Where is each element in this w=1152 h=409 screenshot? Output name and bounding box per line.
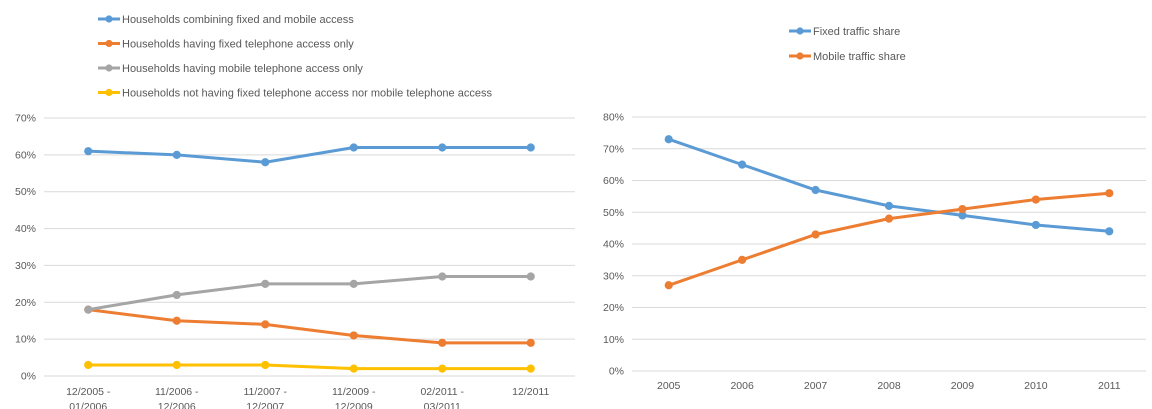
x-tick-label: 12/2011 [512, 386, 549, 398]
x-tick-label: 11/2006 - [155, 386, 199, 398]
data-point [1105, 189, 1114, 198]
data-point [811, 230, 820, 239]
series-line [86, 363, 533, 371]
y-tick-label: 30% [15, 260, 36, 272]
data-point [664, 281, 673, 290]
y-tick-label: 70% [603, 143, 624, 155]
x-tick-label: 12/2009 [335, 401, 373, 409]
data-point [349, 331, 358, 340]
data-point [738, 160, 747, 169]
legend-label: Mobile traffic share [813, 51, 906, 63]
x-tick-label: 12/2007 [246, 401, 284, 409]
y-tick-label: 10% [603, 334, 624, 346]
legend-marker [105, 39, 113, 48]
legend-label: Households not having fixed telephone ac… [122, 87, 492, 99]
x-tick-label: 2010 [1024, 380, 1048, 392]
legend-marker [105, 15, 113, 23]
chart-traffic-share: 0% 10% 20% 30% 40% 50% 60% 70% 80% 2005 2006 2007 20… [603, 26, 1146, 392]
data-point [84, 360, 93, 370]
x-tick-label: 2005 [657, 380, 681, 392]
x-tick-label: 01/2006 [69, 401, 107, 409]
y-tick-label: 70% [15, 113, 36, 125]
legend-marker [796, 52, 804, 60]
data-point [1031, 220, 1040, 230]
legend-label: Households combining fixed and mobile ac… [122, 14, 354, 26]
y-tick-label: 40% [15, 223, 36, 235]
series-line [86, 145, 533, 164]
data-point [172, 360, 181, 370]
x-tick-label: 2008 [877, 380, 901, 392]
data-point [958, 204, 967, 214]
y-tick-label: 80% [603, 112, 624, 124]
data-point [884, 201, 894, 210]
y-tick-label: 20% [603, 302, 624, 314]
y-tick-label: 40% [603, 239, 624, 251]
x-tick-label: 2011 [1098, 380, 1121, 392]
data-point [261, 360, 270, 370]
data-point [438, 143, 447, 152]
data-point [349, 364, 358, 373]
x-tick-label: 02/2011 - [420, 386, 464, 398]
data-point [526, 272, 535, 281]
y-tick-label: 20% [15, 297, 36, 309]
data-point [811, 185, 820, 195]
chart-household-access: 0% 10% 20% 30% 40% 50% 60% 70% 12/2005 - 01/2006 1… [15, 14, 575, 409]
data-point [526, 143, 535, 152]
data-point [526, 338, 535, 347]
data-point [1031, 195, 1040, 204]
data-point [172, 290, 181, 300]
data-point [1105, 227, 1114, 236]
data-point [664, 135, 673, 144]
y-tick-label: 30% [603, 270, 624, 282]
data-point [172, 316, 181, 325]
y-tick-label: 0% [21, 371, 36, 383]
data-point [349, 143, 358, 152]
x-tick-label: 2009 [951, 380, 975, 392]
legend-marker [105, 88, 113, 97]
data-point [261, 279, 270, 288]
x-tick-label: 11/2007 - [243, 386, 287, 398]
data-point [884, 214, 894, 223]
legend-marker [105, 64, 113, 72]
x-tick-label: 12/2006 [158, 401, 196, 409]
data-point [349, 279, 358, 288]
series-line [86, 308, 533, 345]
x-tick-label: 03/2011 [424, 401, 461, 409]
legend-label: Households having mobile telephone acces… [122, 63, 363, 75]
data-point [84, 305, 93, 314]
data-point [172, 150, 181, 159]
x-tick-label: 12/2005 - [66, 386, 111, 398]
x-tick-label: 2007 [804, 380, 828, 392]
y-tick-label: 0% [609, 366, 624, 378]
data-point [738, 255, 747, 264]
x-tick-label: 11/2009 - [332, 386, 376, 398]
legend-label: Fixed traffic share [813, 26, 900, 38]
y-tick-label: 60% [603, 175, 624, 187]
data-point [438, 272, 447, 281]
data-point [526, 364, 535, 373]
legend-marker [796, 27, 804, 35]
data-point [438, 364, 447, 373]
y-tick-label: 50% [15, 186, 36, 198]
data-point [261, 158, 270, 167]
data-point [84, 147, 93, 156]
series-line [86, 274, 533, 312]
x-tick-label: 2006 [730, 380, 754, 392]
data-point [438, 338, 447, 347]
legend-label: Households having fixed telephone access… [122, 38, 354, 50]
y-tick-label: 60% [15, 149, 36, 161]
y-tick-label: 10% [15, 334, 36, 346]
y-tick-label: 50% [603, 207, 624, 219]
data-point [261, 320, 270, 329]
